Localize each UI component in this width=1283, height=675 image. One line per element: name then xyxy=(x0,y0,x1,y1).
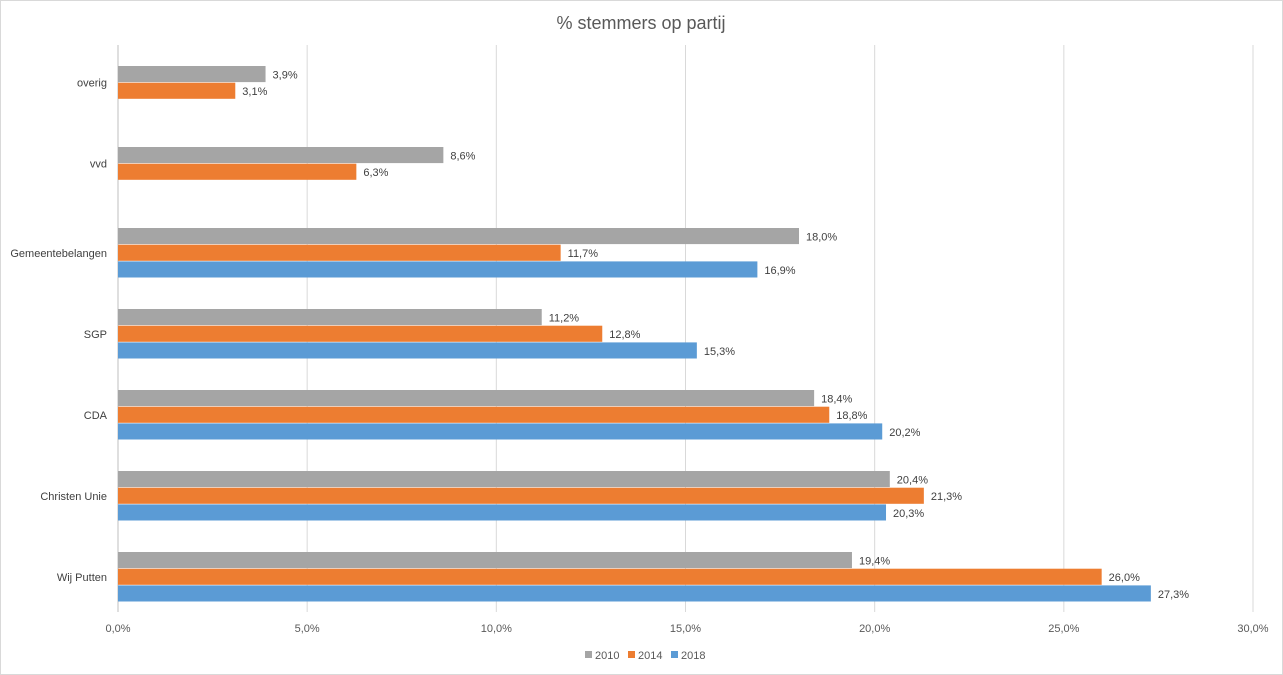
data-label: 12,8% xyxy=(609,329,640,341)
legend: 2010 2014 2018 xyxy=(585,650,705,662)
category-label: CDA xyxy=(84,410,108,422)
bar xyxy=(118,552,852,569)
data-label: 3,9% xyxy=(273,69,298,81)
category-label: overig xyxy=(77,78,107,90)
bar xyxy=(118,568,1102,585)
legend-swatch xyxy=(585,651,592,658)
bar xyxy=(118,147,444,164)
legend-label: 2014 xyxy=(638,650,662,662)
data-label: 21,3% xyxy=(931,491,962,503)
x-tick-label: 15,0% xyxy=(670,623,701,635)
x-tick-label: 20,0% xyxy=(859,623,890,635)
data-label: 15,3% xyxy=(704,346,735,358)
data-label: 3,1% xyxy=(242,86,267,98)
bar xyxy=(118,504,887,521)
category-label: Gemeentebelangen xyxy=(10,248,107,260)
data-label: 6,3% xyxy=(363,167,388,179)
bar xyxy=(118,244,561,261)
category-label: Christen Unie xyxy=(40,491,107,503)
x-tick-labels: 0,0% 5,0% 10,0% 15,0% 20,0% 25,0% 30,0% xyxy=(105,623,1268,635)
x-tick-label: 10,0% xyxy=(481,623,512,635)
data-label: 20,2% xyxy=(889,427,920,439)
x-tick-label: 5,0% xyxy=(295,623,320,635)
data-label: 8,6% xyxy=(450,150,475,162)
bar xyxy=(118,66,266,83)
bar xyxy=(118,585,1151,602)
bar xyxy=(118,342,697,359)
bar xyxy=(118,228,799,245)
x-tick-label: 30,0% xyxy=(1237,623,1268,635)
data-label: 11,2% xyxy=(549,312,580,324)
x-tick-label: 0,0% xyxy=(105,623,130,635)
category-label: Wij Putten xyxy=(57,572,107,584)
legend-swatch xyxy=(628,651,635,658)
data-label: 18,8% xyxy=(836,410,867,422)
category-label: vvd xyxy=(90,159,107,171)
data-label: 18,4% xyxy=(821,393,852,405)
bar xyxy=(118,406,830,423)
bar xyxy=(118,261,758,278)
bars-group: 3,9% 3,1% 8,6% 6,3% 18,0% 11,7% 16,9% 11,2% 12,8… xyxy=(118,66,1189,602)
data-label: 18,0% xyxy=(806,231,837,243)
bar xyxy=(118,163,357,180)
category-labels: overig vvd Gemeentebelangen SGP CDA Christen … xyxy=(10,78,107,584)
x-tick-label: 25,0% xyxy=(1048,623,1079,635)
data-label: 11,7% xyxy=(568,248,599,260)
bar xyxy=(118,325,603,342)
data-label: 26,0% xyxy=(1109,572,1140,584)
data-label: 19,4% xyxy=(859,555,890,567)
data-label: 16,9% xyxy=(764,265,795,277)
bar xyxy=(118,487,924,504)
legend-label: 2018 xyxy=(681,650,705,662)
chart-title: % stemmers op partij xyxy=(556,13,725,33)
data-label: 20,4% xyxy=(897,474,928,486)
data-label: 27,3% xyxy=(1158,589,1189,601)
category-label: SGP xyxy=(84,329,107,341)
legend-swatch xyxy=(671,651,678,658)
legend-label: 2010 xyxy=(595,650,619,662)
bar xyxy=(118,309,542,326)
data-label: 20,3% xyxy=(893,508,924,520)
bar xyxy=(118,471,890,488)
bar xyxy=(118,82,236,99)
bar xyxy=(118,423,883,440)
bar xyxy=(118,390,815,407)
